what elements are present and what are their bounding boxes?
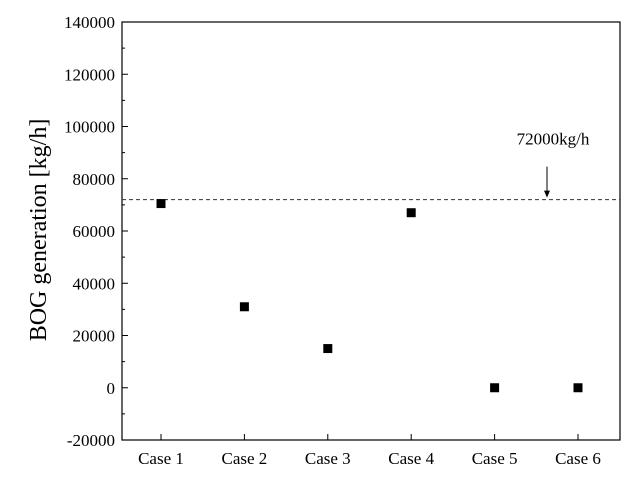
y-tick-label: 20000 [73,327,116,346]
data-point [239,302,249,312]
x-tick-label: Case 6 [555,449,601,468]
x-tick-label: Case 2 [222,449,268,468]
y-tick-label: 0 [107,379,116,398]
x-tick-label: Case 5 [472,449,518,468]
y-tick-label: 80000 [73,170,116,189]
data-points [156,199,583,393]
axes [121,21,621,441]
reference-label: 72000kg/h [517,130,590,149]
data-point [573,383,583,393]
data-point [156,199,166,209]
plot-frame [121,21,621,441]
y-tick-label: 100000 [64,118,115,137]
data-point [406,208,416,218]
y-tick-label: 140000 [64,13,115,32]
y-axis-title: BOG generation [kg/h] [26,119,52,342]
reference-arrow-head [544,190,550,198]
x-tick-label: Case 3 [305,449,351,468]
y-tick-label: 60000 [73,222,116,241]
reference-line-group: 72000kg/h [122,130,620,201]
y-tick-label: 40000 [73,274,116,293]
x-tick-label: Case 4 [388,449,434,468]
y-tick-label: -20000 [67,431,115,450]
x-tick-label: Case 1 [138,449,184,468]
data-point [323,344,333,354]
ticks: -20000 0 20000 40000 60000 80000 100000 120000 1… [64,13,601,468]
data-point [490,383,500,393]
y-tick-label: 120000 [64,65,115,84]
